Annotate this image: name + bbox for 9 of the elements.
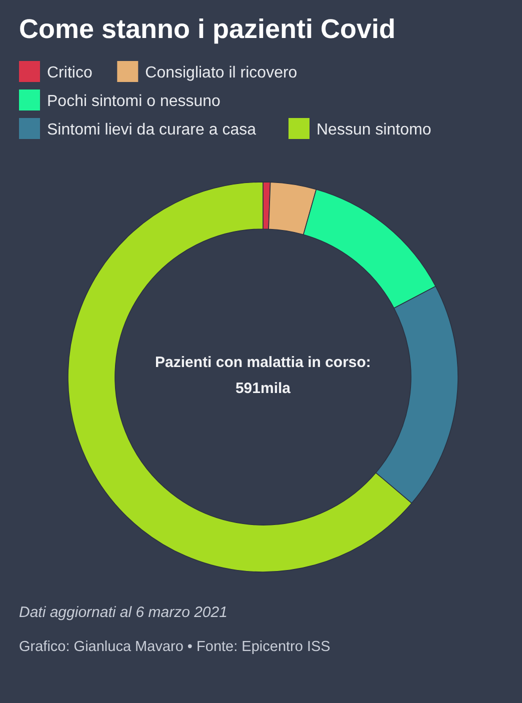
legend-label: Pochi sintomi o nessuno bbox=[47, 93, 221, 110]
legend-label: Critico bbox=[47, 64, 92, 82]
legend-label: Consigliato il ricovero bbox=[145, 64, 298, 82]
text: Grafico: Gianluca Mavaro • Fonte: Epicentro ISS bbox=[19, 639, 330, 655]
legend-label: Sintomi lievi da curare a casa bbox=[47, 122, 256, 138]
text: Dati aggiornati al 6 marzo 2021 bbox=[19, 604, 228, 621]
text: Pazienti con malattia in corso: 591mila bbox=[155, 354, 371, 397]
legend-label: Nessun sintomo bbox=[316, 122, 432, 138]
chart-title: Come stanno i pazienti Covid bbox=[19, 14, 396, 44]
